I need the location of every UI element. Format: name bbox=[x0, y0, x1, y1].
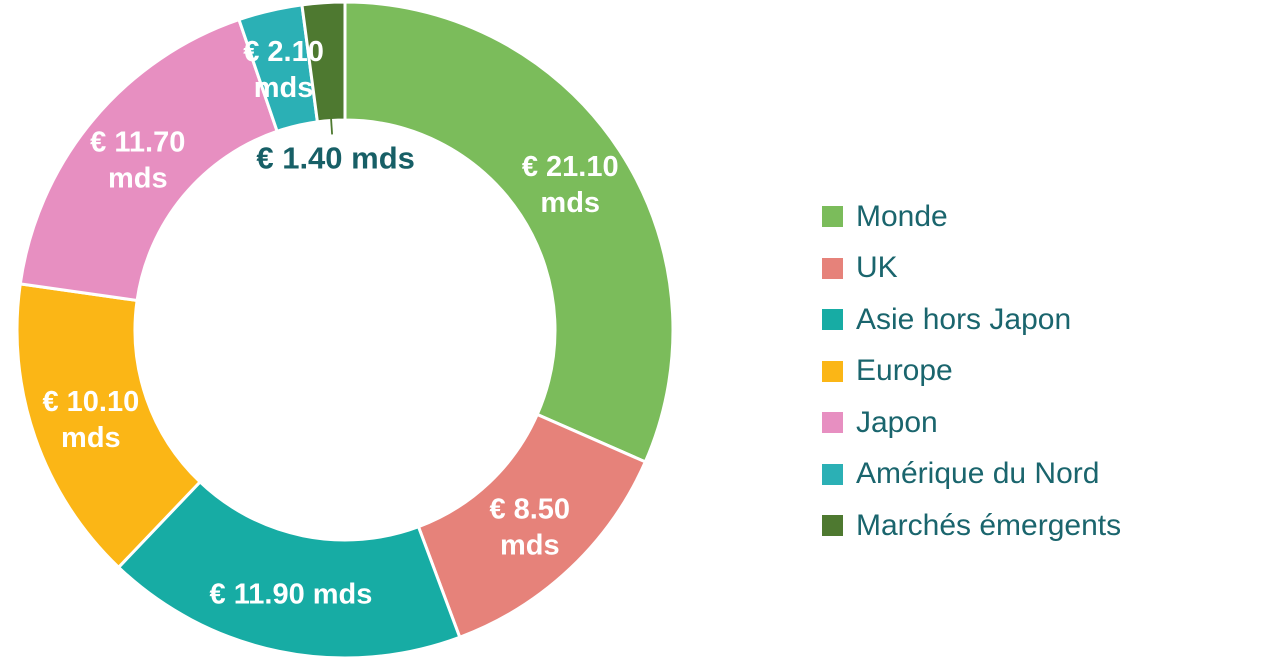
donut-segment-monde bbox=[343, 0, 675, 464]
svg-text:mds: mds bbox=[108, 162, 168, 194]
svg-text:mds: mds bbox=[540, 187, 600, 219]
donut-segment-asie-hors-japon bbox=[116, 479, 462, 660]
svg-text:€ 21.10: € 21.10 bbox=[522, 151, 619, 183]
value-label-marches-emergents: € 1.40 mds bbox=[256, 140, 415, 175]
svg-text:€ 11.90 mds: € 11.90 mds bbox=[210, 579, 373, 611]
value-label-europe: € 10.10 mds bbox=[42, 386, 139, 454]
value-label-amerique-du-nord: € 2.10 mds bbox=[243, 36, 324, 104]
legend-label-europe: Europe bbox=[856, 354, 953, 388]
svg-text:€ 11.70: € 11.70 bbox=[90, 126, 185, 158]
svg-text:€ 10.10: € 10.10 bbox=[42, 386, 139, 418]
legend-swatch-japon bbox=[822, 412, 843, 434]
legend-swatch-asie-hors-japon bbox=[822, 309, 843, 331]
chart-legend: Monde UK Asie hors Japon Europe Japon Am… bbox=[822, 191, 1121, 552]
legend-item-asie-hors-japon: Asie hors Japon bbox=[822, 294, 1121, 346]
legend-label-japon: Japon bbox=[856, 405, 938, 439]
legend-item-japon: Japon bbox=[822, 397, 1121, 449]
legend-swatch-amerique-du-nord bbox=[822, 463, 843, 485]
legend-item-marches-emergents: Marchés émergents bbox=[822, 500, 1121, 552]
legend-label-uk: UK bbox=[856, 251, 898, 285]
value-label-uk: € 8.50 mds bbox=[489, 494, 570, 562]
donut-segment-marches-emergents bbox=[300, 0, 347, 124]
svg-text:mds: mds bbox=[254, 72, 314, 104]
svg-text:€ 8.50: € 8.50 bbox=[489, 494, 570, 526]
donut-segment-uk bbox=[416, 412, 648, 640]
legend-item-amerique-du-nord: Amérique du Nord bbox=[822, 449, 1121, 501]
legend-swatch-europe bbox=[822, 360, 843, 382]
svg-text:€ 2.10: € 2.10 bbox=[243, 36, 324, 68]
legend-label-amerique-du-nord: Amérique du Nord bbox=[856, 457, 1100, 491]
legend-item-monde: Monde bbox=[822, 191, 1121, 243]
legend-label-marches-emergents: Marchés émergents bbox=[856, 508, 1122, 542]
legend-label-asie-hors-japon: Asie hors Japon bbox=[856, 302, 1072, 336]
svg-text:mds: mds bbox=[500, 530, 560, 562]
value-label-asie-hors-japon: € 11.90 mds bbox=[210, 579, 373, 611]
value-label-monde: € 21.10 mds bbox=[522, 151, 619, 219]
legend-swatch-marches-emergents bbox=[822, 515, 843, 537]
donut-segment-japon bbox=[18, 17, 280, 303]
legend-label-monde: Monde bbox=[856, 199, 948, 233]
leader-line-marches-emergents bbox=[329, 112, 333, 135]
legend-item-uk: UK bbox=[822, 243, 1121, 295]
value-label-japon: € 11.70 mds bbox=[90, 126, 185, 194]
legend-swatch-monde bbox=[822, 206, 843, 228]
svg-text:mds: mds bbox=[61, 422, 121, 454]
legend-swatch-uk bbox=[822, 257, 843, 279]
legend-item-europe: Europe bbox=[822, 346, 1121, 398]
